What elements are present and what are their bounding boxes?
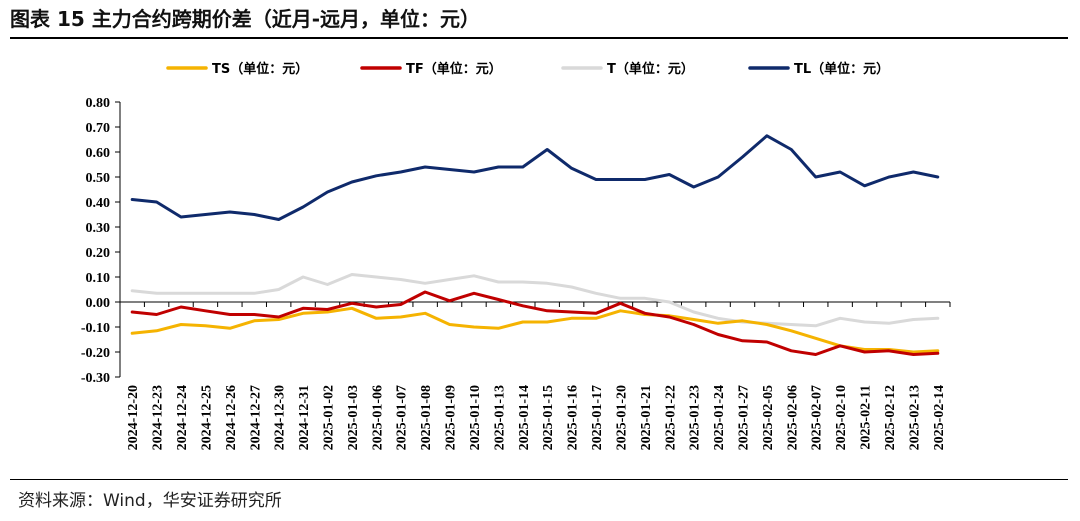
x-tick-label: 2024-12-31 — [297, 385, 312, 450]
y-tick-label: -0.20 — [81, 346, 110, 361]
y-tick-label: 0.60 — [86, 146, 111, 161]
x-tick-label: 2025-01-16 — [566, 385, 581, 450]
x-tick-label: 2025-01-24 — [712, 385, 727, 450]
y-tick-label: -0.30 — [81, 371, 110, 386]
series-lines — [130, 134, 940, 356]
x-tick-label: 2025-02-14 — [932, 385, 947, 450]
y-axis: 0.80 0.70 0.60 0.50 0.40 0.30 0.20 0.10 0.00 -0.1… — [81, 96, 121, 386]
x-tick-label: 2025-01-14 — [517, 385, 532, 450]
x-tick-label: 2025-02-06 — [785, 385, 800, 450]
x-tick-label: 2025-01-07 — [395, 385, 410, 450]
y-tick-label: 0.70 — [86, 121, 111, 136]
x-tick-label: 2025-01-22 — [663, 385, 678, 450]
x-tick-label: 2025-01-27 — [737, 385, 752, 450]
x-tick-label: 2024-12-23 — [151, 385, 166, 450]
x-tick-label: 2024-12-26 — [224, 385, 239, 450]
series-line-2 — [130, 273, 940, 328]
spread-line-chart: TS（单位：元） TF（单位：元） T（单位：元） TL（单位：元） 0.80 0.70… — [81, 61, 951, 450]
y-tick-label: 0.30 — [86, 221, 111, 236]
x-axis: 2024-12-20 2024-12-23 2024-12-24 2024-12-25… — [119, 301, 951, 450]
x-tick-label: 2025-01-02 — [322, 385, 337, 450]
series-line-1 — [130, 290, 940, 356]
x-tick-label: 2025-01-08 — [419, 385, 434, 450]
x-tick-label: 2025-02-05 — [761, 385, 776, 450]
legend-label: T（单位：元） — [607, 61, 694, 77]
x-tick-label: 2025-01-03 — [346, 385, 361, 450]
source-divider — [10, 479, 1068, 480]
x-tick-label: 2025-01-10 — [468, 385, 483, 450]
title-divider — [10, 37, 1068, 39]
x-tick-label: 2024-12-30 — [273, 385, 288, 450]
y-tick-label: 0.20 — [86, 246, 111, 261]
y-tick-label: 0.00 — [86, 296, 111, 311]
x-tick-label: 2025-01-21 — [639, 385, 654, 450]
x-tick-label: 2025-01-20 — [614, 385, 629, 450]
x-tick-label: 2025-01-23 — [688, 385, 703, 450]
x-tick-label: 2025-01-13 — [492, 385, 507, 450]
x-tick-label: 2025-01-17 — [590, 385, 605, 450]
y-tick-label: -0.10 — [81, 321, 110, 336]
x-tick-label: 2025-02-10 — [834, 385, 849, 450]
y-tick-label: 0.50 — [86, 171, 111, 186]
series-line-0 — [130, 306, 940, 354]
y-tick-label: 0.10 — [86, 271, 111, 286]
y-tick-label: 0.40 — [86, 196, 111, 211]
x-tick-label: 2024-12-20 — [126, 385, 141, 450]
x-tick-label: 2025-02-11 — [859, 385, 874, 450]
x-tick-label: 2024-12-25 — [199, 385, 214, 450]
legend-label: TF（单位：元） — [406, 61, 502, 77]
x-tick-label: 2025-02-12 — [883, 385, 898, 450]
series-line-3 — [130, 134, 940, 221]
x-tick-label: 2024-12-27 — [248, 385, 263, 450]
legend-label: TL（单位：元） — [794, 61, 889, 77]
y-tick-label: 0.80 — [86, 96, 111, 111]
x-tick-label: 2025-02-13 — [907, 385, 922, 450]
x-tick-label: 2025-01-15 — [541, 385, 556, 450]
figure-title: 图表 15 主力合约跨期价差（近月-远月，单位：元） — [10, 7, 481, 31]
x-tick-label: 2025-02-07 — [810, 385, 825, 450]
source-note: 资料来源：Wind，华安证券研究所 — [18, 491, 282, 511]
chart-legend: TS（单位：元） TF（单位：元） T（单位：元） TL（单位：元） — [166, 61, 889, 77]
x-tick-label: 2025-01-06 — [370, 385, 385, 450]
legend-label: TS（单位：元） — [212, 61, 308, 77]
x-tick-label: 2024-12-24 — [175, 385, 190, 450]
x-tick-label: 2025-01-09 — [444, 385, 459, 450]
